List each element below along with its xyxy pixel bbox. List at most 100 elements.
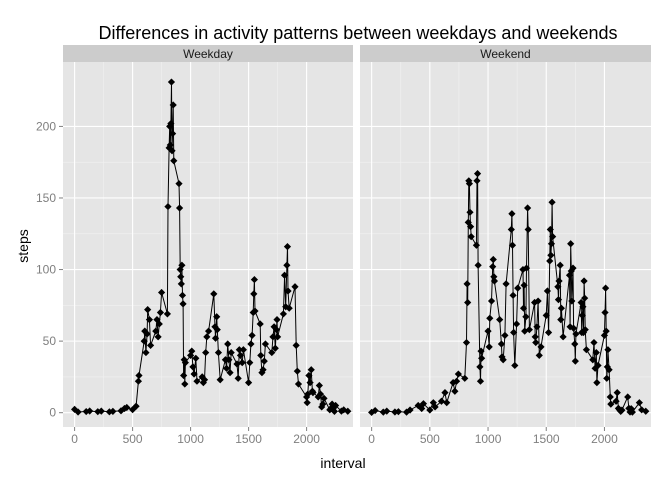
data-point <box>466 223 475 231</box>
data-point <box>638 406 646 414</box>
data-point <box>548 198 556 206</box>
data-point <box>268 348 276 357</box>
data-point <box>532 338 540 347</box>
data-point <box>238 358 246 367</box>
data-point <box>559 333 567 341</box>
data-point <box>202 348 210 357</box>
data-point <box>180 371 188 380</box>
data-point <box>419 400 428 408</box>
data-point <box>304 390 312 398</box>
data-point <box>257 351 265 360</box>
y-axis-title: steps <box>15 229 31 262</box>
data-point <box>285 304 293 312</box>
data-point <box>418 404 426 413</box>
data-point <box>235 346 243 354</box>
data-point <box>109 407 117 415</box>
data-point <box>569 324 578 332</box>
data-point <box>204 327 213 335</box>
data-point <box>309 389 317 397</box>
data-point <box>542 311 550 319</box>
y-tick-label: 50 <box>43 334 57 348</box>
data-point <box>383 407 391 415</box>
data-point <box>250 275 258 284</box>
data-point <box>431 403 439 411</box>
data-point <box>213 313 221 321</box>
data-point <box>306 379 314 387</box>
data-point <box>233 360 241 368</box>
data-point <box>371 406 379 415</box>
data-point <box>203 333 211 341</box>
data-point <box>222 364 231 372</box>
data-point <box>216 376 224 384</box>
data-point <box>602 284 610 292</box>
data-point <box>227 348 235 357</box>
x-tick-label: 1500 <box>533 432 560 446</box>
data-point <box>145 316 154 324</box>
y-tick-label: 150 <box>36 191 56 205</box>
data-point <box>177 280 185 288</box>
data-point <box>280 271 289 279</box>
data-point <box>330 407 339 415</box>
data-point <box>250 290 258 298</box>
x-tick-label: 500 <box>420 432 440 446</box>
data-point <box>71 405 79 413</box>
facet-strip-label: Weekend <box>480 47 530 61</box>
data-point <box>294 380 303 388</box>
data-point <box>135 371 143 380</box>
data-point <box>549 233 557 241</box>
data-point <box>507 225 515 234</box>
facet-strip <box>63 45 353 62</box>
data-point <box>155 320 163 328</box>
data-point <box>547 251 555 259</box>
data-point <box>606 393 614 401</box>
series-line-weekend <box>371 173 646 414</box>
data-point <box>169 101 177 109</box>
data-point <box>273 316 281 324</box>
data-point <box>464 298 472 307</box>
data-point <box>543 287 552 295</box>
data-point <box>508 241 517 249</box>
data-point <box>246 358 254 367</box>
data-point <box>247 340 255 348</box>
data-point <box>260 357 268 365</box>
data-point <box>441 389 449 397</box>
data-point <box>522 313 530 321</box>
data-point <box>213 326 221 334</box>
data-point <box>248 331 256 339</box>
data-point <box>437 397 446 405</box>
data-point <box>394 408 403 416</box>
data-point <box>177 273 185 281</box>
data-point <box>593 379 601 387</box>
data-point <box>557 316 565 324</box>
data-point <box>472 241 480 249</box>
data-point <box>443 399 451 407</box>
data-point <box>303 399 311 407</box>
data-point <box>179 300 187 308</box>
data-point <box>497 340 506 348</box>
data-point <box>473 170 482 178</box>
data-point <box>454 370 462 378</box>
data-point <box>568 297 576 305</box>
data-point <box>337 407 345 415</box>
data-point <box>519 304 528 312</box>
data-point <box>554 283 562 291</box>
y-tick-label: 100 <box>36 263 56 277</box>
data-point <box>178 291 187 299</box>
data-point <box>487 297 496 305</box>
data-point <box>496 316 504 324</box>
data-point <box>169 129 177 138</box>
data-point <box>463 280 471 288</box>
data-point <box>236 351 245 360</box>
data-point <box>537 343 545 351</box>
data-point <box>465 180 474 188</box>
panel-weekday: Weekday 0 500 1000 1500 2000 <box>63 45 353 446</box>
data-point <box>476 363 484 371</box>
data-point <box>142 348 150 357</box>
data-point <box>554 296 563 304</box>
data-point <box>175 204 184 212</box>
data-point <box>190 370 198 378</box>
data-point <box>293 367 301 375</box>
data-point <box>569 264 577 272</box>
data-point <box>594 361 602 370</box>
